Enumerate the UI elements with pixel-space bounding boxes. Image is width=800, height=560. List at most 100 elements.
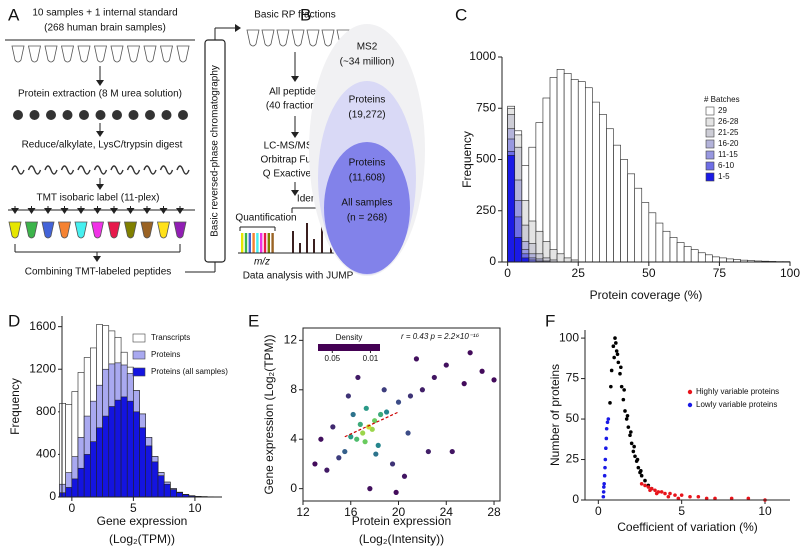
- tube: [91, 221, 104, 239]
- histogram-bar: [662, 230, 671, 263]
- scatter-point: [357, 421, 363, 427]
- scatter-point: [676, 496, 681, 501]
- scatter-point: [622, 388, 626, 392]
- scatter-point: [729, 496, 734, 501]
- scatter-point: [606, 417, 611, 421]
- arrow-head: [96, 131, 104, 137]
- y-tick-label: 0: [572, 492, 579, 506]
- stat-annotation: r = 0.43 p = 2.2×10⁻¹⁶: [401, 332, 480, 341]
- peptide-squiggle: [176, 165, 190, 175]
- histogram-bar: [65, 487, 73, 498]
- scatter-point: [609, 368, 614, 373]
- protein-blob: [161, 110, 172, 120]
- scatter-point: [618, 371, 622, 376]
- x-axis-label: Gene expression: [97, 514, 188, 528]
- tube: [127, 45, 140, 63]
- scatter-point: [373, 451, 379, 457]
- legend-label: Lowly variable proteins: [696, 400, 777, 409]
- scatter-point: [431, 374, 437, 381]
- y-tick-label: 750: [476, 100, 496, 114]
- scatter-point: [619, 384, 624, 389]
- scatter-point: [354, 436, 360, 442]
- tube: [176, 45, 190, 63]
- step-text: (40 fractions): [266, 101, 324, 112]
- histogram-bar: [690, 249, 699, 263]
- step-text: Data analysis with JUMP: [243, 271, 354, 282]
- histogram-bar: [549, 77, 558, 263]
- scatter-point: [443, 362, 449, 368]
- tube: [160, 45, 173, 63]
- legend-label: 6-10: [718, 161, 735, 170]
- tube: [44, 45, 58, 63]
- arrow-head: [96, 80, 104, 86]
- scatter-point: [372, 418, 378, 424]
- histogram-bar: [613, 144, 621, 263]
- scatter-point: [602, 473, 607, 478]
- reporter-ion: [271, 233, 274, 253]
- reporter-ion: [256, 233, 259, 253]
- scatter-point: [383, 409, 390, 415]
- y-axis-label: Number of proteins: [548, 364, 562, 466]
- arrow-head: [126, 208, 135, 214]
- scatter-point: [312, 461, 318, 467]
- scatter-point: [603, 465, 607, 470]
- x-tick-label: 10: [188, 501, 202, 515]
- tube: [28, 45, 41, 63]
- x-tick-label: 16: [344, 505, 358, 519]
- histogram-bar: [704, 254, 713, 263]
- arrow-head: [291, 132, 299, 138]
- venn-text: All samples: [341, 198, 392, 209]
- histogram-bar: [599, 114, 607, 263]
- histogram-bar: [570, 79, 579, 263]
- column-label: Basic reversed-phase chromatography: [210, 65, 221, 237]
- tube: [77, 45, 91, 63]
- histogram-bar: [584, 87, 593, 263]
- scatter-point: [375, 442, 381, 448]
- x-tick-label: 50: [642, 266, 656, 280]
- histogram-bar: [676, 242, 685, 263]
- legend-label: 26-28: [718, 117, 739, 126]
- step-text: Protein extraction (8 M urea solution): [18, 89, 182, 100]
- legend-swatch: [705, 128, 715, 138]
- tube: [124, 221, 137, 239]
- x-tick-label: 12: [296, 505, 310, 519]
- y-tick-label: 1200: [29, 361, 56, 375]
- tube: [140, 221, 154, 239]
- histogram-bar: [108, 406, 116, 498]
- scatter-point: [363, 405, 369, 411]
- histogram-bar: [102, 415, 110, 498]
- protein-blob: [95, 110, 106, 120]
- scatter-point: [615, 352, 620, 357]
- tube: [173, 221, 187, 239]
- legend-marker: [687, 402, 693, 408]
- scatter-point: [342, 448, 348, 455]
- histogram-bar: [163, 483, 171, 498]
- tube: [61, 45, 74, 63]
- tube: [261, 29, 275, 47]
- arrow-head: [96, 184, 104, 190]
- legend-label: 16-20: [718, 139, 739, 148]
- arrow-head: [110, 208, 118, 214]
- scatter-point: [491, 377, 497, 383]
- scatter-point: [401, 473, 408, 479]
- scatter-point: [619, 365, 623, 370]
- scatter-point: [688, 494, 692, 499]
- histogram-bar: [556, 253, 565, 263]
- peptide-squiggle: [44, 165, 58, 175]
- scatter-point: [639, 469, 643, 473]
- arrow-head: [235, 24, 241, 32]
- histogram-bar: [634, 187, 643, 263]
- scatter-point: [604, 446, 608, 450]
- histogram-bar: [563, 257, 572, 263]
- venn-text: (11,608): [349, 173, 386, 184]
- step-text: LC-MS/MS on: [264, 141, 327, 152]
- scatter-point: [324, 467, 330, 473]
- scatter-point: [616, 360, 621, 365]
- y-tick-label: 12: [284, 333, 298, 347]
- x-axis-label: (Log₂(Intensity)): [359, 532, 444, 546]
- scatter-point: [629, 441, 634, 446]
- histogram-bar: [151, 461, 159, 498]
- legend-label: Highly variable proteins: [696, 387, 779, 396]
- scatter-point: [393, 489, 399, 495]
- x-tick-label: 5: [130, 501, 137, 515]
